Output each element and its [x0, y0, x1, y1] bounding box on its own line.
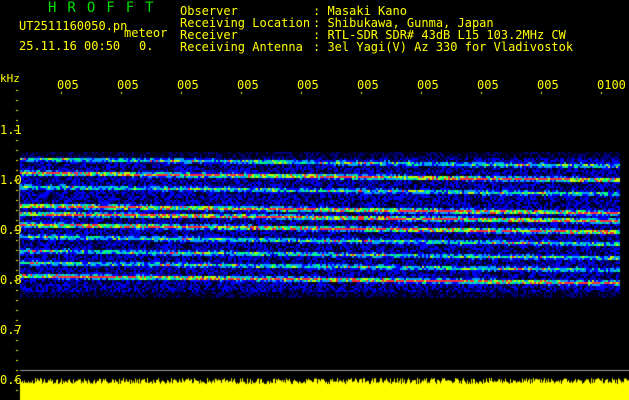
y-tick-label: 0.8	[0, 273, 22, 287]
location-label: Receiving Location	[180, 16, 311, 30]
count-value: 0.	[139, 39, 154, 53]
receiver-label: Receiver	[180, 28, 238, 42]
mode-label: meteor	[124, 26, 168, 40]
file-name: UT2511160050.pn	[19, 19, 128, 33]
y-tick-label: 0.6	[0, 373, 22, 387]
time-label: 005	[177, 79, 199, 91]
observer-label: Observer	[180, 4, 238, 18]
y-tick-label: 0.9	[0, 223, 22, 237]
y-axis-unit: kHz	[0, 72, 20, 85]
time-label: 0100	[597, 79, 626, 91]
antenna-label: Receiving Antenna	[180, 40, 303, 54]
y-tick-label: 0.7	[0, 323, 22, 337]
time-label: 005	[57, 79, 79, 91]
time-label: 005	[417, 79, 439, 91]
receiver-value: : RTL-SDR SDR# 43dB L15 103.2MHz CW	[313, 28, 566, 42]
time-label: 005	[537, 79, 559, 91]
observer-value: : Masaki Kano	[313, 4, 407, 18]
location-value: : Shibukawa, Gunma, Japan	[313, 16, 494, 30]
app-title: HROFFT	[48, 0, 165, 16]
antenna-value: : 3el Yagi(V) Az 330 for Vladivostok	[313, 40, 574, 54]
time-label: 005	[477, 79, 499, 91]
datetime: 25.11.16 00:50	[19, 39, 121, 53]
time-label: 005	[117, 79, 139, 91]
time-label: 005	[297, 79, 319, 91]
y-tick-label: 1.1	[0, 123, 22, 137]
time-label: 005	[237, 79, 259, 91]
y-tick-label: 1.0	[0, 173, 22, 187]
time-label: 005	[357, 79, 379, 91]
